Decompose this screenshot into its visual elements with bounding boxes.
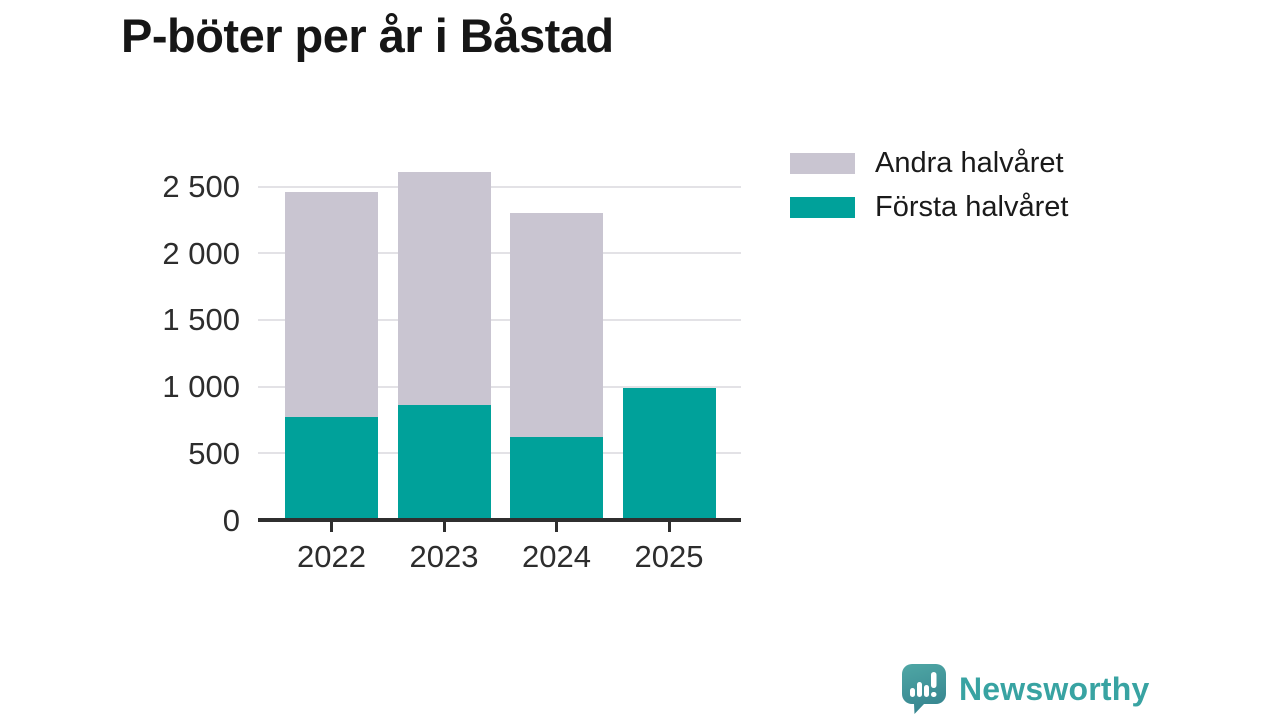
bar-2023-top bbox=[397, 171, 491, 406]
legend-label-forsta-halvaret: Första halvåret bbox=[875, 191, 1069, 223]
x-axis-label-2025: 2025 bbox=[634, 539, 704, 574]
legend-item-forsta-halvaret: Första halvåret bbox=[790, 191, 1068, 224]
y-axis-label-2500: 2 500 bbox=[162, 169, 240, 204]
bar-2024-top bbox=[510, 213, 603, 438]
y-axis-label-2000: 2 000 bbox=[162, 235, 240, 271]
legend-swatch-forsta-halvaret bbox=[790, 197, 855, 218]
logo-exclamation-dot bbox=[931, 692, 937, 697]
legend-swatch-andra-halvaret bbox=[790, 153, 855, 174]
x-axis-line bbox=[258, 518, 741, 522]
y-axis-label-1000: 1 000 bbox=[162, 369, 240, 405]
gridline-2500 bbox=[258, 185, 741, 188]
legend: Andra halvåret Första halvåret bbox=[790, 147, 1068, 235]
logo-exclamation-bar bbox=[931, 672, 937, 688]
brand-footer: Newsworthy bbox=[901, 663, 1149, 715]
y-axis-label-1500: 1 500 bbox=[162, 302, 240, 338]
gridline-500 bbox=[258, 452, 741, 455]
gridline-1500 bbox=[258, 318, 741, 321]
gridline-1000 bbox=[258, 385, 741, 388]
x-axis-label-2024: 2024 bbox=[522, 539, 591, 574]
x-axis-tick-2024 bbox=[555, 522, 558, 532]
x-axis-label-2022: 2022 bbox=[297, 539, 366, 574]
newsworthy-logo-icon bbox=[902, 664, 946, 714]
logo-bar-3 bbox=[924, 685, 929, 697]
logo-bar-1 bbox=[910, 688, 915, 697]
logo-bar-2 bbox=[917, 682, 922, 697]
y-axis-label-500: 500 bbox=[188, 435, 240, 471]
x-axis-tick-2022 bbox=[330, 522, 333, 532]
legend-label-andra-halvaret: Andra halvåret bbox=[875, 147, 1064, 179]
bar-2022-top bbox=[285, 191, 378, 418]
bar-2022-bottom bbox=[285, 417, 378, 520]
y-axis-label-0: 0 bbox=[222, 502, 240, 538]
x-axis-tick-2023 bbox=[442, 522, 446, 532]
bar-2023-bottom bbox=[397, 405, 491, 520]
x-axis-tick-2025 bbox=[667, 522, 671, 532]
bar-2025-bottom bbox=[622, 387, 716, 520]
gridline-2000 bbox=[258, 252, 741, 255]
chart-title: P-böter per år i Båstad bbox=[121, 9, 614, 62]
legend-item-andra-halvaret: Andra halvåret bbox=[790, 147, 1068, 180]
brand-name: Newsworthy bbox=[959, 670, 1150, 707]
bar-2024-bottom bbox=[510, 437, 603, 520]
x-axis-label-2023: 2023 bbox=[409, 539, 479, 574]
